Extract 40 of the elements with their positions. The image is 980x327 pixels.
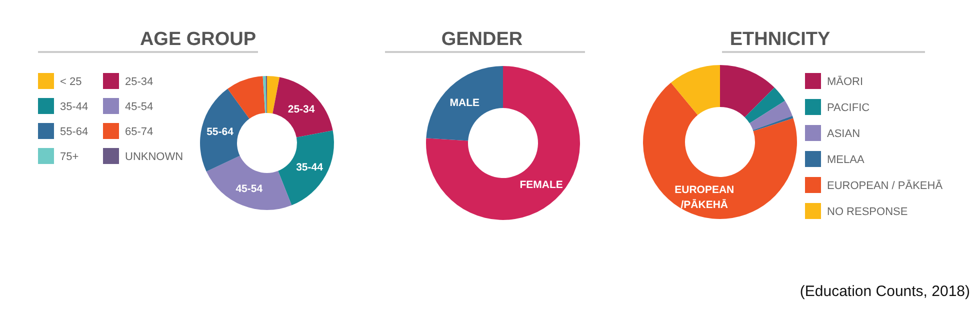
donut-slice [267,76,280,114]
data-label: 45-54 [236,183,263,196]
donut-slice [200,88,250,172]
data-label: EUROPEAN /PĀKEHĀ [674,184,734,211]
donut-slice [262,76,266,114]
slice-label: MALE [450,97,480,110]
donut-slice [228,76,266,119]
legend-label: PACIFIC [827,102,870,114]
data-label: 25-34 [288,104,315,116]
donut-slice [206,156,292,210]
legend-label: UNKNOWN [125,151,184,163]
chart-title: GENDER [441,29,523,50]
legend-label: 75+ [60,151,79,163]
slice-label: FEMALE [520,178,563,191]
legend-label: EUROPEAN / PĀKEHĀ [827,179,944,192]
chart-title: AGE GROUP [140,29,256,50]
legend-label: MĀORI [827,75,864,88]
donut-slice [643,82,797,219]
donut-slice [750,100,792,130]
donut-slice [744,88,786,124]
legend-label: NO RESPONSE [827,206,908,218]
legend-label: 35-44 [60,101,88,113]
donut-slice [752,116,794,132]
legend-label: 55-64 [60,126,88,138]
data-label: 35-44 [296,161,324,174]
donut-slice [272,77,333,138]
donut-slice [670,65,720,116]
donut-slice [278,130,334,206]
donut-slice [720,65,774,118]
legend-label: 65-74 [125,126,154,138]
legend-label: ASIAN [827,128,860,140]
legend-label: < 25 [60,76,82,88]
legend-label: 45-54 [125,101,154,113]
text: (Education Counts, 2018) [800,283,970,300]
legend-label: MELAA [827,154,865,166]
legend-label: 25-34 [125,76,154,88]
data-label: 55-64 [206,126,234,138]
donut-slice [426,66,580,220]
chart-title: ETHNICITY [730,29,830,50]
donut-slice [426,66,503,141]
